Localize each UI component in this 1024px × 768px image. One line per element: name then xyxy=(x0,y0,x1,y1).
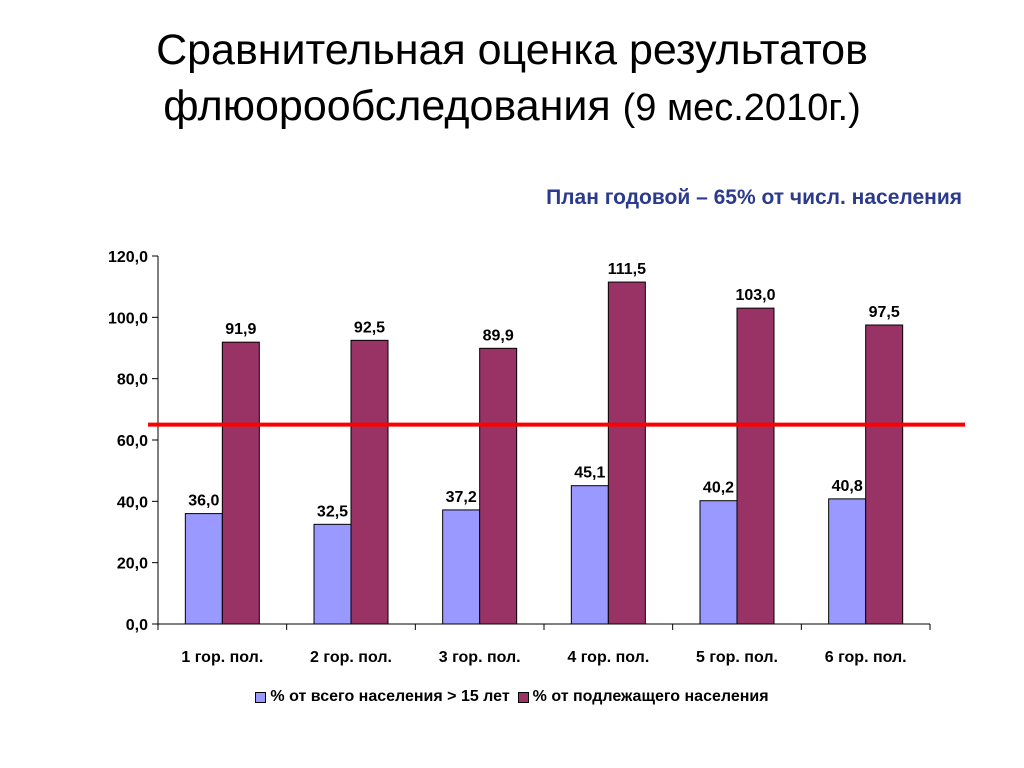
bar-series-2 xyxy=(350,339,389,625)
data-label-series-2: 103,0 xyxy=(735,287,775,304)
data-label-series-1: 36,0 xyxy=(188,493,219,510)
data-label-series-2: 89,9 xyxy=(483,327,514,344)
x-tick-label: 5 гор. пол. xyxy=(696,649,778,666)
bar-series-1 xyxy=(442,509,481,625)
data-label-series-1: 40,8 xyxy=(832,478,863,495)
data-label-series-2: 97,5 xyxy=(869,304,900,321)
bar-series-2 xyxy=(736,307,775,625)
y-tick-label: 80,0 xyxy=(117,372,148,389)
data-label-series-1: 45,1 xyxy=(574,465,605,482)
legend-item-series-1: % от всего населения > 15 лет xyxy=(255,688,510,706)
data-label-series-1: 40,2 xyxy=(703,480,734,497)
bar-series-1 xyxy=(828,498,867,625)
legend-item-series-2: % от подлежащего населения xyxy=(517,688,769,706)
chart-legend: % от всего населения > 15 лет % от подле… xyxy=(0,688,1024,706)
data-label-series-1: 37,2 xyxy=(446,489,477,506)
bar-series-2 xyxy=(221,341,260,625)
data-label-series-2: 91,9 xyxy=(225,321,256,338)
y-tick-label: 40,0 xyxy=(117,494,148,511)
title-line-2-main: флюорообследования xyxy=(163,82,611,130)
data-label-series-1: 32,5 xyxy=(317,503,348,520)
title-line-2-period: (9 мес.2010г.) xyxy=(622,87,861,129)
data-label-series-2: 92,5 xyxy=(354,319,385,336)
data-label-series-2: 111,5 xyxy=(608,261,646,278)
plan-annotation: План годовой – 65% от числ. населения xyxy=(546,186,962,209)
bar-series-1 xyxy=(184,513,223,625)
chart-title: Сравнительная оценка результатов флюороо… xyxy=(0,22,1024,136)
y-tick-label: 100,0 xyxy=(108,310,148,327)
legend-swatch-series-2 xyxy=(517,691,529,703)
legend-label-series-1: % от всего населения > 15 лет xyxy=(270,688,510,705)
y-tick-label: 20,0 xyxy=(117,556,148,573)
y-tick-label: 0,0 xyxy=(126,617,148,634)
x-tick-label: 1 гор. пол. xyxy=(181,649,263,666)
title-line-1: Сравнительная оценка результатов xyxy=(156,26,868,74)
title-line-2: флюорообследования (9 мес.2010г.) xyxy=(0,78,1024,136)
y-tick-label: 60,0 xyxy=(117,433,148,450)
x-tick-label: 3 гор. пол. xyxy=(439,649,521,666)
legend-label-series-2: % от подлежащего населения xyxy=(532,688,769,705)
x-tick-label: 4 гор. пол. xyxy=(567,649,649,666)
bar-series-1 xyxy=(313,523,352,625)
y-tick-label: 120,0 xyxy=(108,249,148,266)
bar-series-1 xyxy=(699,500,738,625)
x-tick-label: 2 гор. пол. xyxy=(310,649,392,666)
bar-series-2 xyxy=(479,347,518,625)
bar-series-1 xyxy=(570,485,609,625)
legend-swatch-series-1 xyxy=(255,691,267,703)
bar-series-2 xyxy=(865,324,904,625)
x-tick-label: 6 гор. пол. xyxy=(825,649,907,666)
bar-series-2 xyxy=(607,281,646,625)
